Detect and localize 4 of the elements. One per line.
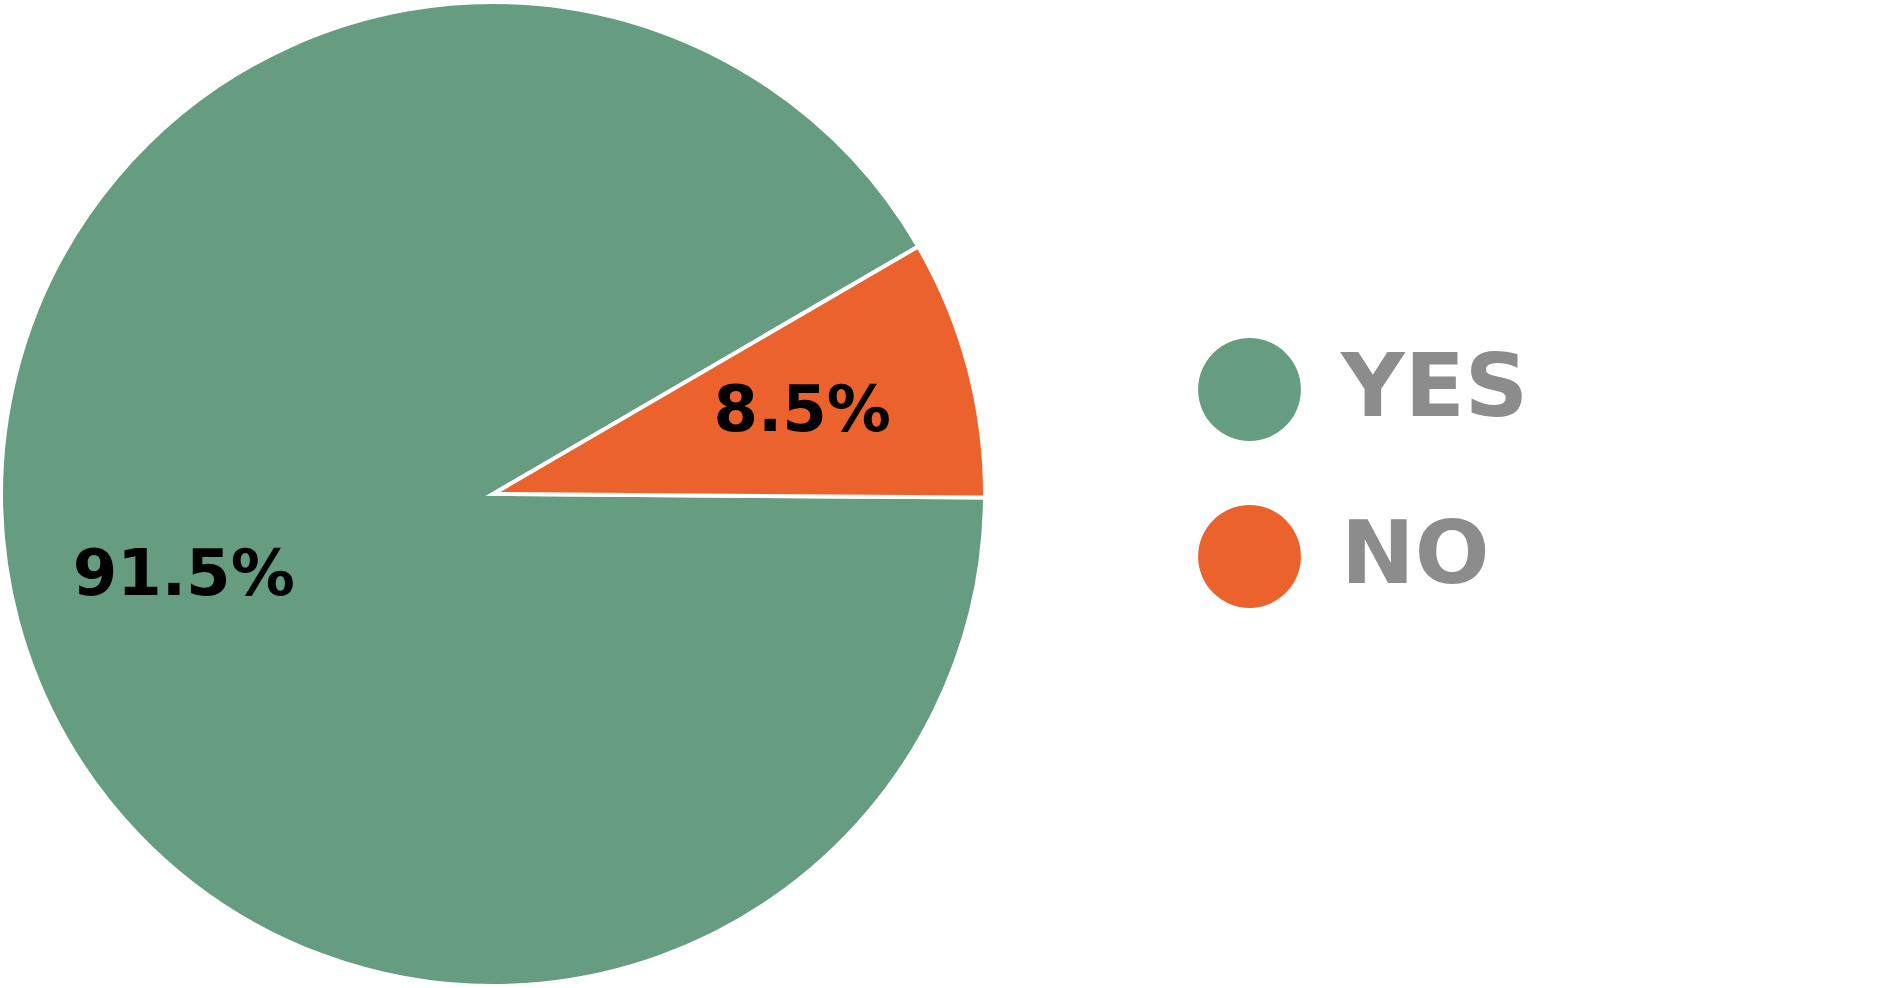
data-label: 8.5%: [713, 371, 891, 446]
data-label: 91.5%: [72, 536, 295, 611]
legend-label: YES: [1340, 333, 1529, 437]
legend-label: NO: [1341, 500, 1490, 604]
